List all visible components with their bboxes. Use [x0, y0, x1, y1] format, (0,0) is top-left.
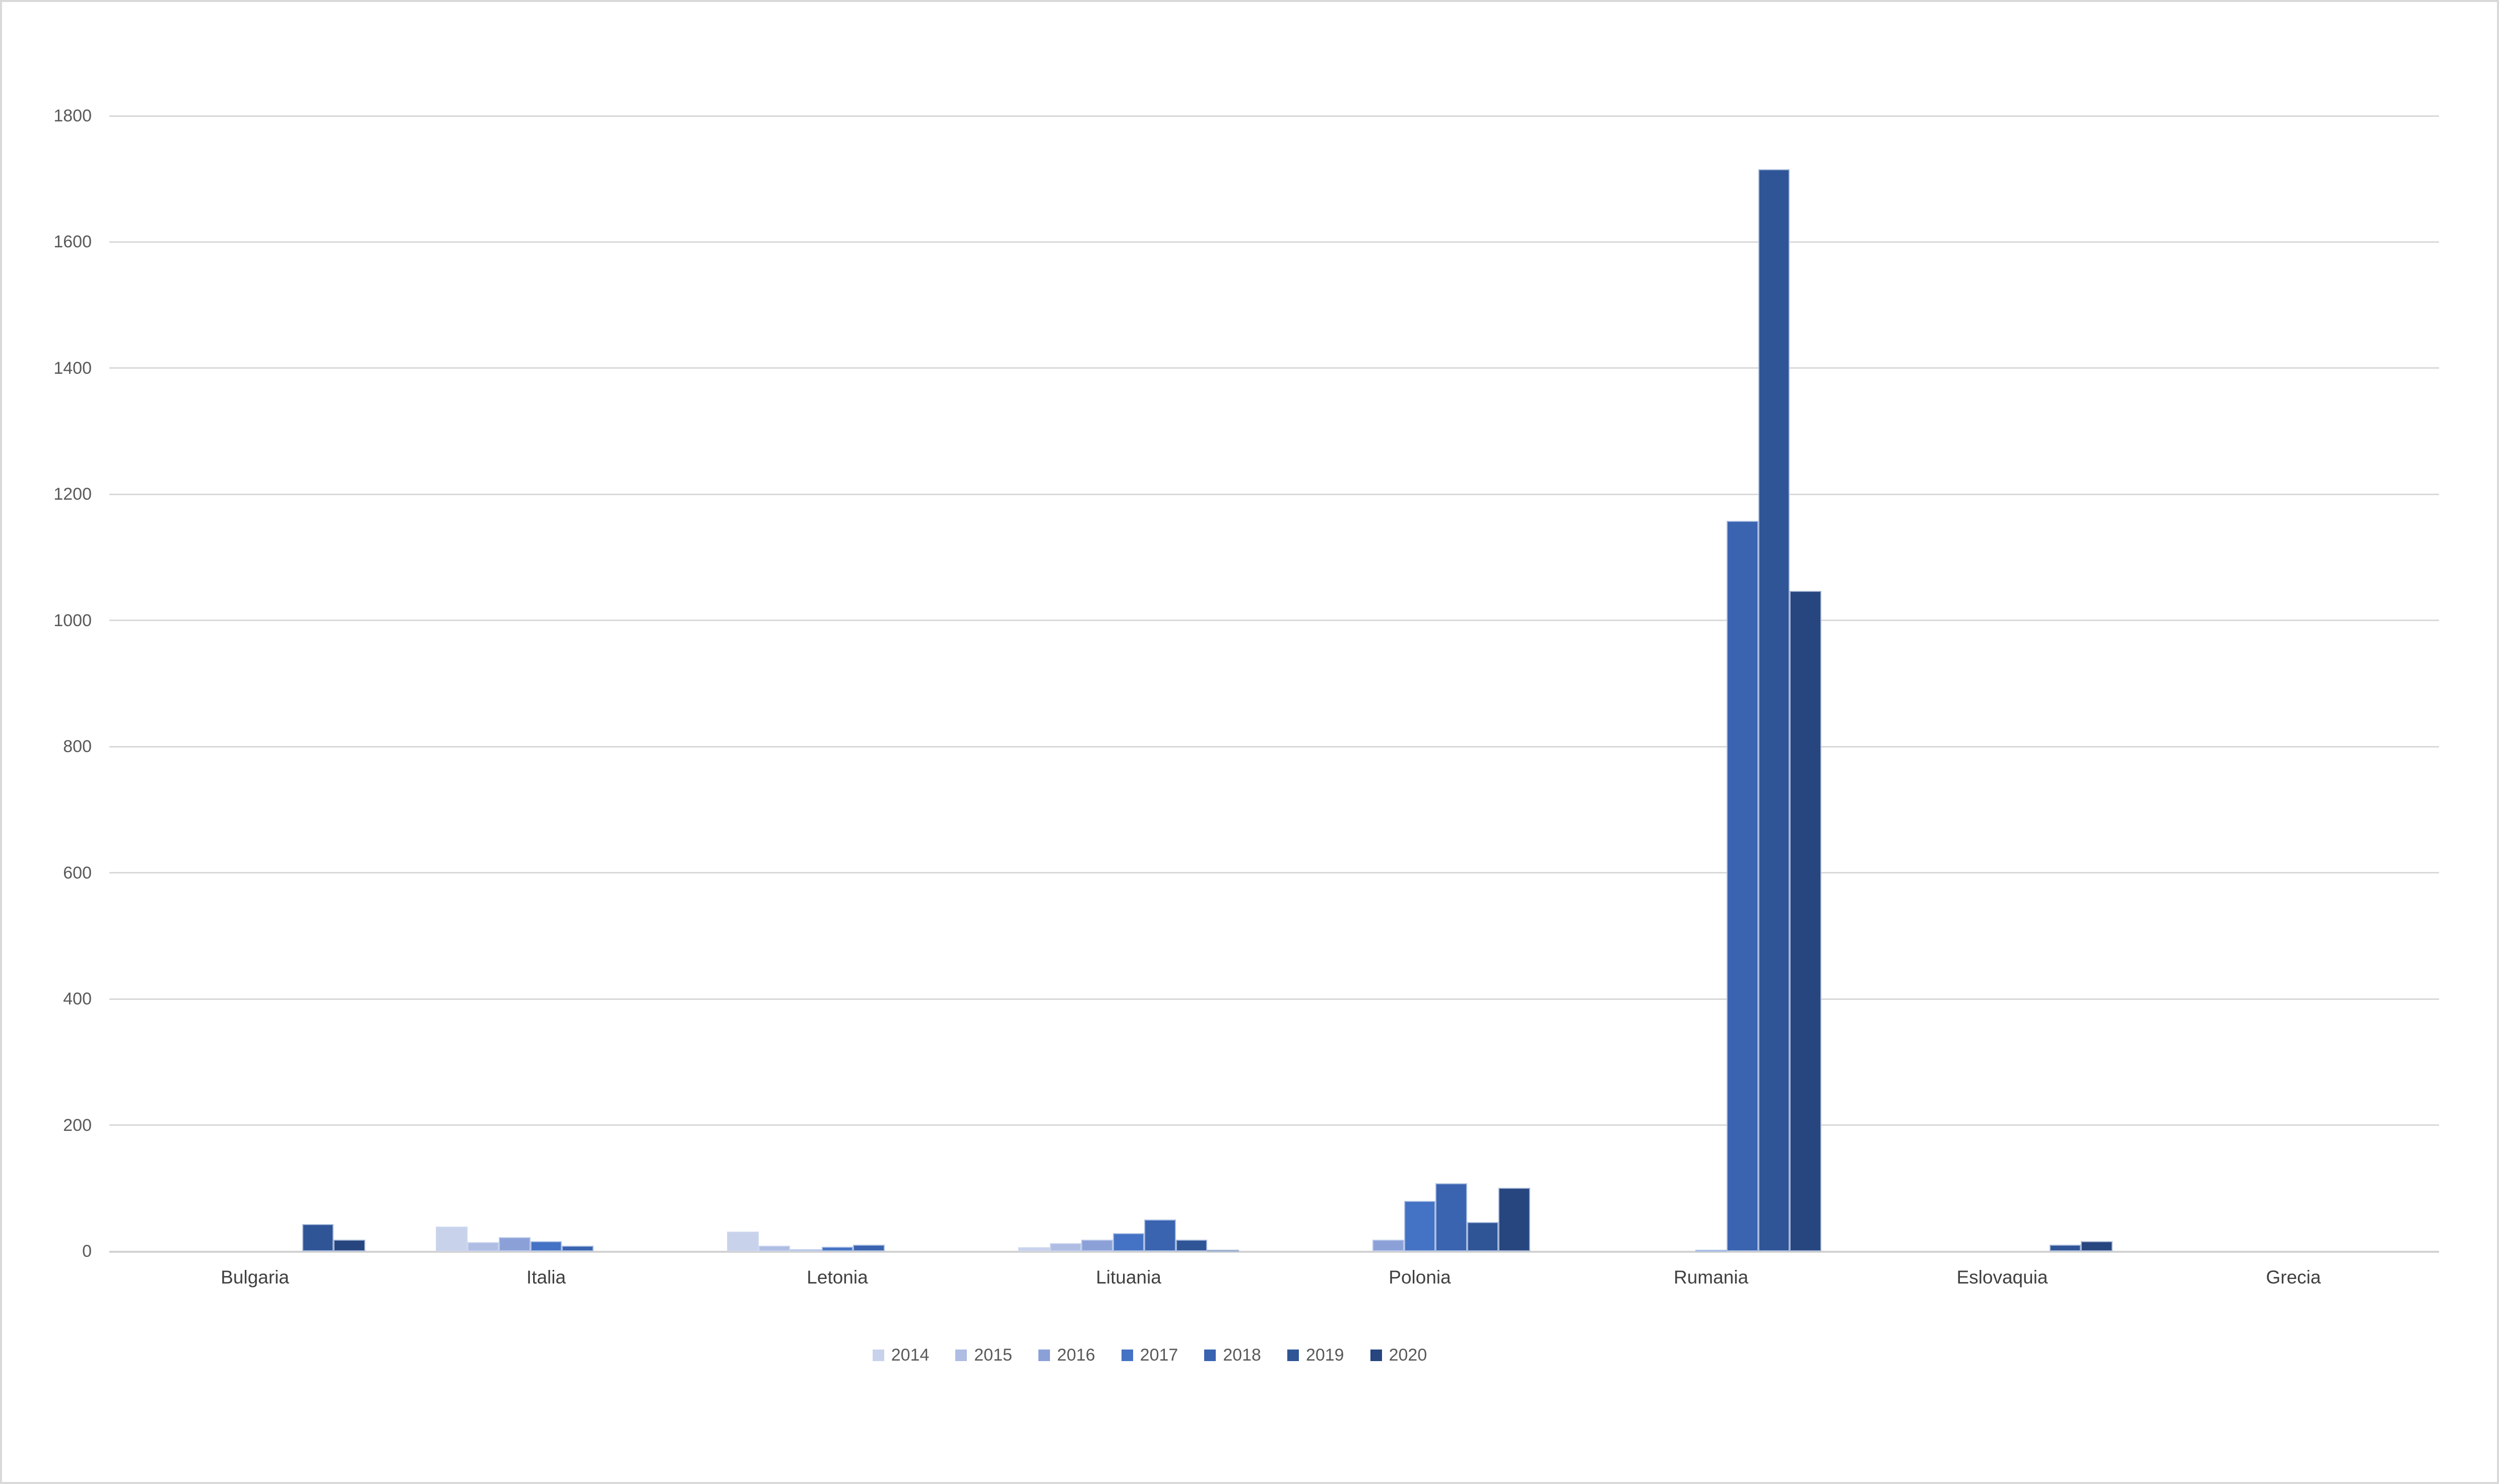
legend-label-2016: 2016	[1057, 1345, 1095, 1365]
bar-italia-2015[interactable]	[467, 1242, 499, 1251]
bar-letonia-2014[interactable]	[727, 1232, 759, 1251]
legend-swatch-2018	[1204, 1349, 1216, 1361]
bar-italia-2018[interactable]	[562, 1245, 594, 1251]
y-axis-tick-200: 200	[63, 1115, 92, 1135]
y-axis-tick-1400: 1400	[53, 358, 92, 378]
gridline-1800	[109, 115, 2439, 117]
x-axis-label-polonia: Polonia	[1389, 1267, 1451, 1288]
x-axis-label-bulgaria: Bulgaria	[221, 1267, 289, 1288]
gridline-200	[109, 1124, 2439, 1126]
bar-eslovaquia-2020[interactable]	[2081, 1241, 2113, 1251]
legend-label-2015: 2015	[974, 1345, 1013, 1365]
gridline-600	[109, 872, 2439, 874]
bar-rumania-2018[interactable]	[1727, 520, 1758, 1251]
legend-swatch-2019	[1287, 1349, 1299, 1361]
gridline-1200	[109, 493, 2439, 495]
legend-item-2017[interactable]: 2017	[1121, 1345, 1178, 1365]
legend-swatch-2014	[872, 1349, 884, 1361]
legend-item-2020[interactable]: 2020	[1370, 1346, 1427, 1364]
bar-letonia-2018[interactable]	[853, 1245, 885, 1251]
bar-lituania-2018[interactable]	[1144, 1220, 1176, 1251]
legend-label-2019: 2019	[1305, 1345, 1344, 1365]
legend-label-2017: 2017	[1140, 1345, 1178, 1365]
bar-lituania-2019[interactable]	[1175, 1240, 1208, 1251]
y-axis-tick-1800: 1800	[53, 106, 92, 125]
y-axis-tick-1200: 1200	[53, 485, 92, 504]
gridline-0	[109, 1250, 2439, 1253]
bar-lituania-2020[interactable]	[1207, 1250, 1239, 1252]
bar-letonia-2017[interactable]	[821, 1247, 853, 1251]
y-axis-tick-0: 0	[82, 1242, 92, 1261]
bar-italia-2017[interactable]	[530, 1241, 562, 1251]
gridline-1400	[109, 367, 2439, 369]
bar-bulgaria-2019[interactable]	[302, 1224, 334, 1251]
y-axis-tick-600: 600	[63, 863, 92, 883]
legend-swatch-2017	[1121, 1349, 1133, 1361]
legend-label-2014: 2014	[891, 1345, 930, 1365]
legend-label-2018: 2018	[1223, 1345, 1261, 1365]
gridline-1600	[109, 241, 2439, 243]
chart-legend: 2014 2015 2016 2017 2018 2019 2020	[0, 1346, 2399, 1364]
gridline-1000	[109, 620, 2439, 622]
legend-item-2015[interactable]: 2015	[955, 1346, 1012, 1364]
bar-lituania-2015[interactable]	[1049, 1243, 1082, 1251]
legend-label-2020: 2020	[1389, 1345, 1427, 1365]
x-axis-label-italia: Italia	[526, 1267, 566, 1288]
bar-polonia-2019[interactable]	[1467, 1222, 1499, 1251]
x-axis-label-eslovaquia: Eslovaquia	[1956, 1267, 2048, 1288]
y-axis-tick-400: 400	[63, 989, 92, 1009]
legend-swatch-2015	[955, 1349, 967, 1361]
bar-polonia-2016[interactable]	[1372, 1240, 1404, 1251]
legend-swatch-2020	[1370, 1349, 1382, 1361]
bar-lituania-2017[interactable]	[1112, 1233, 1145, 1251]
y-axis-tick-1000: 1000	[53, 611, 92, 630]
gridline-800	[109, 746, 2439, 748]
bar-rumania-2017[interactable]	[1695, 1250, 1727, 1252]
bar-eslovaquia-2019[interactable]	[2049, 1245, 2081, 1251]
bar-lituania-2016[interactable]	[1081, 1240, 1113, 1251]
bar-rumania-2020[interactable]	[1790, 590, 1821, 1251]
legend-item-2018[interactable]: 2018	[1204, 1346, 1261, 1364]
x-axis-label-rumania: Rumania	[1673, 1267, 1749, 1288]
y-axis-tick-800: 800	[63, 737, 92, 757]
bar-lituania-2014[interactable]	[1018, 1247, 1050, 1251]
bar-bulgaria-2020[interactable]	[334, 1240, 365, 1251]
legend-item-2014[interactable]: 2014	[872, 1345, 930, 1365]
x-axis-label-grecia: Grecia	[2266, 1267, 2321, 1288]
bar-polonia-2017[interactable]	[1404, 1200, 1436, 1251]
bar-letonia-2016[interactable]	[790, 1249, 822, 1252]
y-axis-tick-1600: 1600	[53, 232, 92, 252]
x-axis-label-lituania: Lituania	[1096, 1267, 1161, 1288]
bar-letonia-2015[interactable]	[758, 1245, 791, 1251]
gridline-400	[109, 998, 2439, 1000]
bar-rumania-2019[interactable]	[1758, 169, 1790, 1251]
bar-polonia-2020[interactable]	[1498, 1187, 1530, 1251]
x-axis-label-letonia: Letonia	[807, 1267, 868, 1288]
legend-item-2016[interactable]: 2016	[1038, 1346, 1095, 1364]
legend-item-2019[interactable]: 2019	[1287, 1346, 1344, 1364]
legend-swatch-2016	[1038, 1349, 1050, 1361]
bar-italia-2016[interactable]	[499, 1237, 531, 1251]
bar-italia-2014[interactable]	[436, 1227, 468, 1251]
bar-polonia-2018[interactable]	[1435, 1183, 1467, 1251]
